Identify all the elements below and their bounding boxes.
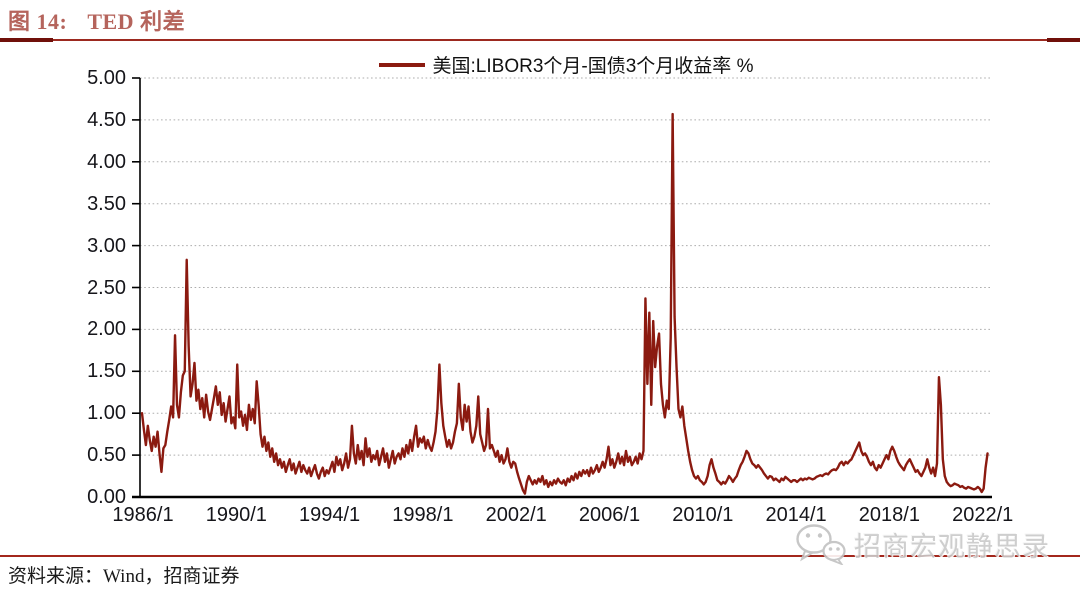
figure-header: 图 14: TED 利差 [8, 4, 185, 36]
watermark: 招商宏观静思录 [794, 523, 1050, 565]
y-tick-label: 0.50 [87, 444, 126, 467]
legend-series-label: 美国:LIBOR3个月-国债3个月收益率 % [432, 56, 754, 77]
header-rule-left-segment [0, 38, 53, 42]
y-tick-label: 1.00 [87, 402, 126, 425]
x-tick-label: 1990/1 [205, 504, 267, 526]
y-tick-label: 3.00 [87, 234, 126, 257]
x-tick-label: 2022/1 [952, 504, 1014, 526]
y-tick-label: 2.00 [87, 318, 126, 341]
legend-line-marker [378, 62, 425, 67]
y-tick-label: 2.50 [87, 276, 126, 299]
wechat-icon [796, 524, 846, 565]
y-tick-label: 1.50 [87, 360, 126, 383]
ted-spread-plot-area [132, 77, 992, 499]
y-tick-label: 4.50 [87, 108, 126, 131]
source-text: 资料来源：Wind，招商证券 [8, 566, 240, 587]
source-divider-line [0, 555, 1080, 557]
chart-legend: 美国:LIBOR3个月-国债3个月收益率 % [140, 51, 992, 78]
header-rule-right-segment [1047, 38, 1080, 42]
watermark-text: 招商宏观静思录 [854, 531, 1050, 562]
header-rule-thin [0, 39, 1080, 41]
figure-title: TED 利差 [87, 9, 186, 34]
x-tick-label: 2002/1 [485, 504, 547, 526]
x-tick-label: 2010/1 [672, 504, 734, 526]
x-tick-label: 1986/1 [112, 504, 174, 526]
x-tick-label: 2006/1 [578, 504, 641, 526]
x-tick-label: 2014/1 [765, 504, 827, 526]
y-tick-label: 0.00 [87, 486, 126, 508]
x-tick-label: 1998/1 [392, 504, 454, 526]
y-tick-label: 5.00 [87, 67, 126, 89]
x-tick-label: 1994/1 [299, 504, 361, 526]
x-tick-label: 2018/1 [858, 504, 920, 526]
header-divider [0, 38, 1080, 42]
figure-label: 图 14: [8, 9, 68, 34]
ted-spread-line [140, 112, 989, 495]
y-tick-label: 3.50 [87, 192, 126, 215]
y-tick-label: 4.00 [87, 150, 126, 173]
